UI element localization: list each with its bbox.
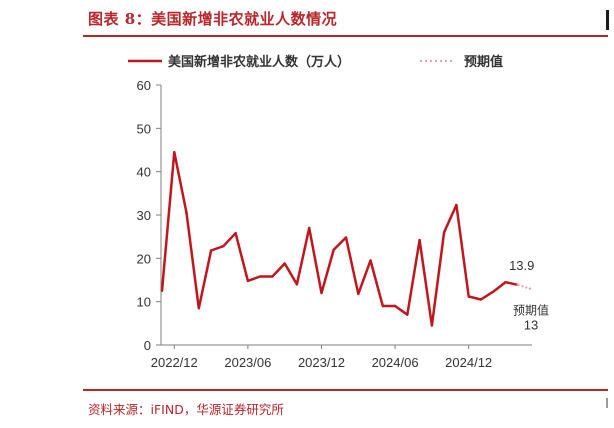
- series-line-expected: [517, 283, 531, 290]
- data-point-actual: [271, 275, 274, 278]
- x-tick-label: 2023/06: [224, 355, 271, 370]
- annotation-expected-value: 13: [524, 318, 538, 333]
- data-point-actual: [160, 289, 164, 293]
- y-tick-group: 0 10 20 30 40 50 60: [137, 78, 161, 353]
- data-point-actual: [234, 232, 237, 235]
- data-point-actual: [430, 324, 434, 327]
- figure-title: 图表 8：美国新增非农就业人数情况: [88, 10, 338, 28]
- y-tick-label: 20: [137, 251, 151, 266]
- data-point-actual: [418, 238, 421, 242]
- data-point-actual: [344, 236, 348, 239]
- data-point-actual: [357, 292, 360, 296]
- x-tick-label: 2024/12: [445, 355, 492, 370]
- data-point-actual: [479, 298, 483, 301]
- footer-divider: [83, 389, 608, 391]
- data-point-actual: [442, 231, 446, 234]
- data-point-actual: [492, 290, 495, 293]
- y-tick-label: 40: [137, 165, 151, 180]
- title-divider: [83, 35, 608, 37]
- data-point-actual: [173, 150, 176, 154]
- data-point-actual: [504, 280, 507, 284]
- data-point-expected: [516, 283, 519, 286]
- y-tick-label: 10: [137, 295, 151, 310]
- data-point-actual: [258, 275, 262, 278]
- x-tick-group: 2022/12 2023/06 2023/12 2024/06 2024/12: [151, 345, 492, 370]
- adjacent-footer-edge: [606, 398, 614, 408]
- series-line-actual: [160, 150, 518, 327]
- data-point-actual: [308, 226, 311, 230]
- y-tick-label: 60: [137, 78, 151, 93]
- data-point-actual: [393, 304, 397, 308]
- x-tick-label: 2022/12: [151, 355, 198, 370]
- series-group: [160, 150, 532, 327]
- data-point-actual: [295, 283, 299, 286]
- data-point-actual: [197, 306, 200, 310]
- data-point-actual: [209, 249, 213, 252]
- x-tick-label: 2023/12: [298, 355, 345, 370]
- data-point-actual: [332, 248, 335, 251]
- annotation-expected-label: 预期值: [513, 303, 549, 318]
- data-point-actual: [406, 313, 409, 316]
- source-note: 资料来源：iFIND，华源证券研究所: [88, 402, 284, 417]
- data-point-actual: [467, 295, 470, 298]
- y-tick-label: 50: [137, 121, 151, 136]
- data-point-expected: [528, 287, 532, 290]
- data-point-actual: [320, 291, 323, 295]
- data-point-actual: [369, 259, 372, 262]
- annotation-actual-value: 13.9: [509, 258, 534, 273]
- data-point-actual: [455, 203, 458, 207]
- data-point-actual: [283, 262, 286, 265]
- y-tick-label: 30: [137, 208, 151, 223]
- y-tick-label: 0: [144, 338, 151, 353]
- legend: 美国新增非农就业人数（万人） 预期值: [128, 54, 503, 70]
- adjacent-figure-edge: [606, 10, 614, 30]
- data-point-actual: [381, 304, 384, 308]
- data-point-actual: [185, 211, 188, 215]
- legend-label-expected: 预期值: [464, 54, 503, 70]
- data-point-actual: [222, 245, 225, 248]
- data-point-actual: [246, 279, 250, 283]
- legend-label-actual: 美国新增非农就业人数（万人）: [168, 54, 350, 70]
- x-tick-label: 2024/06: [372, 355, 419, 370]
